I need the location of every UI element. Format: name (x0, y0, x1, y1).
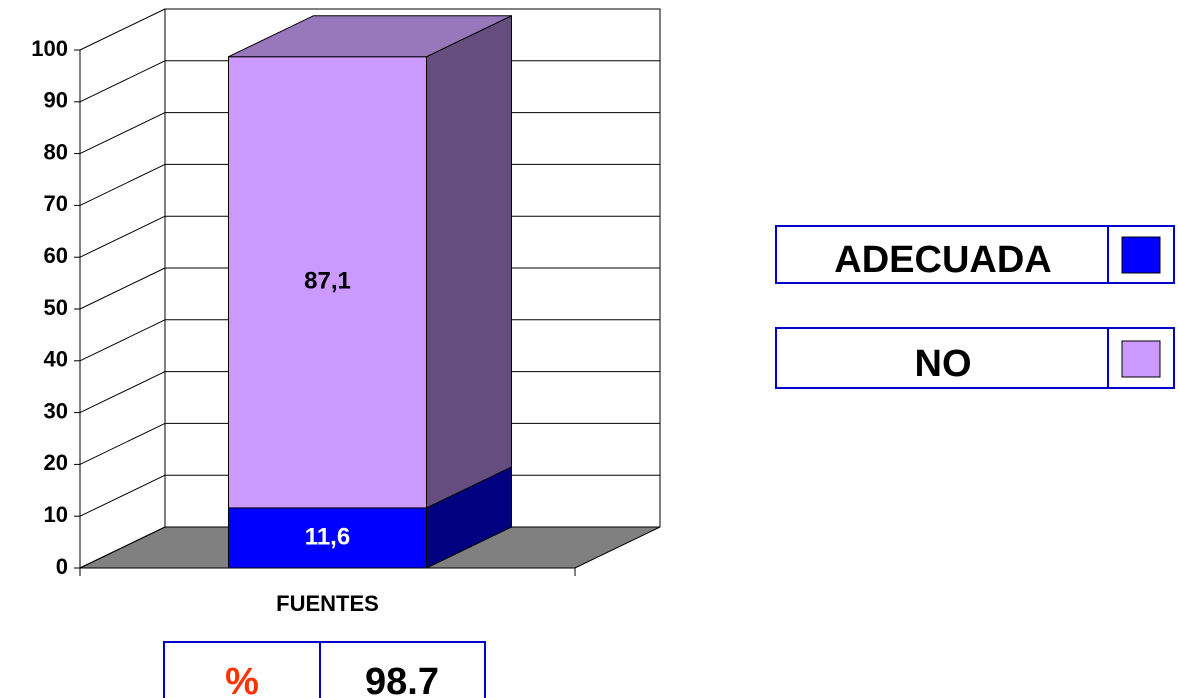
legend-swatch (1121, 236, 1161, 274)
legend-label: NO (915, 343, 972, 385)
y-tick-label: 60 (44, 243, 68, 268)
y-tick-label: 50 (44, 295, 68, 320)
grid-line (79, 60, 166, 103)
x-tick-label: FUENTES (276, 591, 379, 616)
grid-line (79, 526, 166, 569)
grid-line (79, 163, 166, 206)
legend-box (775, 327, 1175, 389)
bar-side (426, 14, 512, 509)
bar (228, 56, 427, 509)
y-tick-label: 80 (44, 139, 68, 164)
y-tick-label: 40 (44, 347, 68, 372)
data-label: 87,1 (304, 268, 351, 295)
grid-line (79, 319, 166, 362)
legend-swatch (1121, 340, 1161, 378)
y-tick-label: 100 (31, 36, 68, 61)
y-tick-label: 30 (44, 398, 68, 423)
bar-top (228, 15, 512, 58)
data-label: 11,6 (305, 523, 350, 550)
table-box (163, 641, 486, 698)
grid-line (79, 474, 166, 517)
grid-line (79, 112, 166, 155)
y-tick-label: 20 (44, 450, 68, 475)
table-value: 98.7 (365, 661, 439, 698)
y-tick-label: 90 (44, 88, 68, 113)
table-label: % (225, 661, 259, 698)
grid-line (79, 371, 166, 414)
grid-line (79, 267, 166, 310)
grid-line (79, 8, 166, 51)
legend-label: ADECUADA (834, 239, 1051, 281)
grid-line (79, 422, 166, 465)
y-tick-label: 70 (44, 191, 68, 216)
y-tick-label: 10 (44, 502, 68, 527)
y-tick-label: 0 (56, 554, 68, 579)
grid-line (79, 215, 166, 258)
